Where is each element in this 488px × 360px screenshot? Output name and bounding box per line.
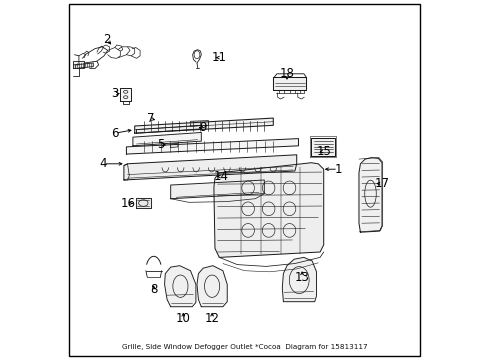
Polygon shape [310,138,335,156]
Text: 6: 6 [111,127,119,140]
Text: 12: 12 [204,312,219,325]
Polygon shape [75,63,93,68]
Polygon shape [136,125,201,133]
Text: 18: 18 [279,67,294,80]
Polygon shape [213,163,323,257]
Text: 13: 13 [294,271,309,284]
Polygon shape [126,139,298,154]
Polygon shape [282,257,316,302]
Text: 1: 1 [334,163,341,176]
Polygon shape [120,88,131,101]
Text: 4: 4 [100,157,107,170]
Text: 11: 11 [211,51,226,64]
Text: 17: 17 [374,177,389,190]
Text: 2: 2 [103,33,110,46]
Text: 14: 14 [213,170,228,183]
Text: 3: 3 [111,87,119,100]
Text: 9: 9 [199,121,206,134]
Polygon shape [134,118,273,133]
Polygon shape [73,61,84,68]
Text: Grille, Side Window Defogger Outlet *Cocoa  Diagram for 15813117: Grille, Side Window Defogger Outlet *Coc… [122,344,366,350]
Polygon shape [190,121,208,126]
Polygon shape [170,180,264,199]
Polygon shape [170,143,178,148]
Polygon shape [164,266,196,307]
Polygon shape [136,198,151,208]
Text: 10: 10 [176,312,190,325]
Polygon shape [273,77,306,90]
Text: 5: 5 [157,138,164,150]
Text: 8: 8 [150,283,157,296]
Polygon shape [358,158,381,232]
Text: 15: 15 [316,145,330,158]
Polygon shape [197,266,227,307]
Text: 7: 7 [147,112,154,125]
Polygon shape [123,155,296,180]
Polygon shape [133,132,201,146]
Text: 16: 16 [121,197,136,210]
